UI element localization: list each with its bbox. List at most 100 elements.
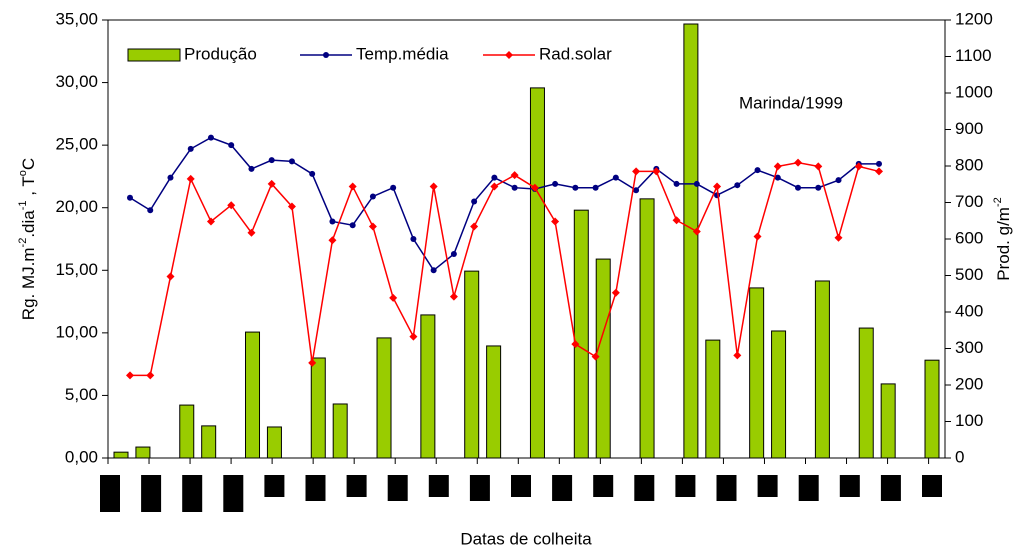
bar	[464, 270, 480, 459]
redacted-label	[141, 475, 162, 512]
bar	[420, 314, 436, 459]
y-tick-label: 10,00	[55, 322, 98, 341]
bar	[113, 451, 129, 459]
y-axis-label-part: -2	[17, 238, 29, 248]
bar	[376, 337, 392, 459]
marker	[348, 182, 357, 191]
marker	[795, 184, 802, 191]
marker	[267, 179, 276, 188]
redacted-label	[798, 475, 819, 501]
marker	[673, 180, 680, 187]
redacted-label	[223, 475, 244, 512]
marker	[390, 184, 397, 191]
marker	[854, 162, 863, 171]
marker	[572, 184, 579, 191]
bar	[529, 87, 545, 459]
marker	[511, 184, 518, 191]
y-tick-label: 5,00	[65, 385, 98, 404]
y2-tick-label: 100	[955, 411, 983, 430]
marker	[713, 182, 722, 191]
redacted-label	[469, 475, 490, 501]
y2-axis-label: Prod. g/m-2	[992, 197, 1014, 280]
y-tick-label: 15,00	[55, 260, 98, 279]
redacted-label	[100, 475, 120, 512]
marker	[328, 236, 337, 245]
marker	[309, 170, 316, 177]
marker	[228, 142, 235, 149]
marker	[632, 167, 641, 176]
legend-label: Temp.média	[356, 44, 449, 63]
y2-tick-label: 200	[955, 374, 983, 393]
marker	[450, 251, 457, 258]
marker	[754, 167, 761, 174]
bar	[486, 345, 502, 459]
bar	[814, 280, 830, 459]
marker	[510, 171, 519, 180]
marker	[612, 174, 619, 181]
marker	[876, 160, 882, 167]
redacted-label	[839, 475, 860, 497]
marker	[592, 184, 599, 191]
y-tick-label: 20,00	[55, 197, 98, 216]
y2-tick-label: 700	[955, 192, 983, 211]
marker	[875, 167, 883, 176]
line	[130, 161, 880, 377]
marker	[389, 293, 398, 302]
redacted-label	[511, 475, 531, 497]
marker	[571, 340, 580, 349]
marker	[652, 167, 661, 176]
legend-label: Rad.solar	[539, 44, 612, 63]
marker	[268, 157, 275, 164]
marker	[490, 182, 499, 191]
marker	[430, 267, 437, 274]
marker	[147, 207, 154, 214]
marker	[287, 202, 296, 211]
redacted-label	[716, 475, 737, 501]
bar	[858, 327, 874, 459]
marker	[429, 182, 438, 191]
y-axis-label: Rg. MJ.m-2.dia-1 , ToC	[17, 158, 39, 320]
y2-tick-label: 1100	[955, 46, 992, 65]
marker	[552, 180, 559, 187]
marker	[329, 218, 336, 225]
y2-axis-label-part: Prod. g/m	[994, 207, 1013, 281]
redacted-label	[880, 475, 901, 501]
marker	[734, 182, 741, 189]
y2-axis-label-part: -2	[992, 197, 1004, 207]
marker	[308, 358, 317, 367]
marker	[794, 158, 803, 167]
marker	[207, 134, 214, 141]
redacted-label	[757, 475, 778, 497]
marker	[834, 233, 843, 242]
redacted-label	[346, 475, 367, 497]
marker	[774, 174, 781, 181]
y2-tick-label: 800	[955, 155, 983, 174]
marker	[733, 351, 742, 360]
marker	[814, 162, 823, 171]
legend-marker	[505, 51, 513, 59]
y-tick-label: 25,00	[55, 135, 98, 154]
marker	[753, 232, 762, 241]
marker	[186, 174, 195, 183]
bar	[266, 426, 282, 459]
marker	[167, 174, 174, 181]
y-axis-label-part: C	[19, 158, 38, 170]
legend-marker	[323, 52, 329, 58]
marker	[530, 183, 539, 192]
y-axis-label-part: o	[17, 170, 29, 176]
legend-swatch	[127, 48, 181, 62]
annotation: Marinda/1999	[739, 93, 843, 112]
redacted-label	[387, 475, 408, 501]
marker	[470, 222, 479, 231]
y-axis-label-part: .dia	[19, 210, 38, 238]
bar	[639, 198, 655, 459]
marker	[591, 352, 600, 361]
y-axis-label-part: , T	[19, 176, 38, 200]
marker	[126, 371, 134, 380]
marker	[409, 332, 418, 341]
redacted-label	[922, 475, 942, 497]
bar	[705, 339, 721, 459]
marker	[692, 227, 701, 236]
y2-tick-label: 1000	[955, 82, 993, 101]
